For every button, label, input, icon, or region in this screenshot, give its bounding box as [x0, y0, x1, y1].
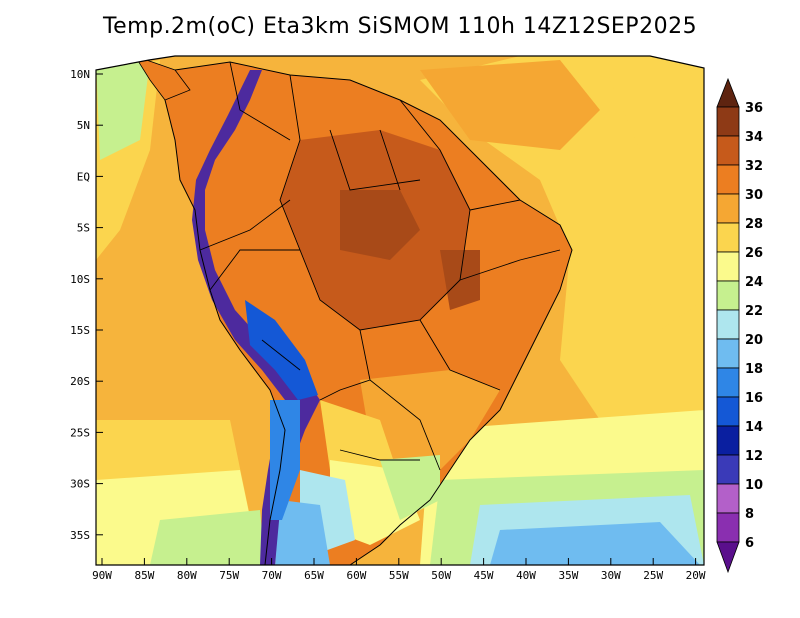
- lat-tick-label: 30S: [70, 478, 90, 491]
- colorbar-segment: [716, 512, 740, 543]
- south-atlantic-coldest: [490, 522, 700, 565]
- colorbar-top-triangle: [716, 77, 740, 108]
- lat-tick-label: 15S: [70, 324, 90, 337]
- lon-tick-label: 50W: [431, 569, 451, 582]
- amazon-hottest-zone: [340, 190, 420, 260]
- map-field: [96, 56, 704, 565]
- colorbar-segment: [716, 483, 740, 514]
- colorbar-label: 30: [745, 188, 763, 203]
- colorbar-segment: [716, 164, 740, 195]
- colorbar-label: 24: [745, 275, 763, 290]
- lat-tick-label: 35S: [70, 529, 90, 542]
- atlantic-warm-zone: [420, 60, 600, 150]
- pacific-south-cooler: [150, 510, 265, 565]
- country-borders: [199, 61, 561, 471]
- altiplano-zone: [245, 300, 318, 400]
- colorbar-segment: [716, 454, 740, 485]
- latitude-axis: 10N 5N EQ 5S 10S 15S 20S 25S 30S 35S: [70, 68, 103, 542]
- southern-cone-cold-zone: [275, 500, 330, 565]
- atlantic-mild-zone-2: [600, 56, 704, 330]
- lon-tick-label: 90W: [92, 569, 112, 582]
- colorbar-label: 36: [745, 101, 763, 116]
- lon-tick-label: 35W: [558, 569, 578, 582]
- colorbar-label: 16: [745, 391, 763, 406]
- colorbar-segment: [716, 135, 740, 166]
- colorbar-segment: [716, 309, 740, 340]
- colorbar-label: 18: [745, 362, 763, 377]
- colorbar-segment: [716, 193, 740, 224]
- colorbar-label: 26: [745, 246, 763, 261]
- colorbar-bottom-triangle: [716, 541, 740, 574]
- southeast-mild-zone: [360, 370, 500, 480]
- lat-tick-label: 10N: [70, 68, 90, 81]
- lon-tick-label: 20W: [686, 569, 706, 582]
- map-frame: [95, 55, 705, 566]
- colorbar-label: 32: [745, 159, 763, 174]
- colorbar-segment: [716, 396, 740, 427]
- lon-tick-label: 30W: [601, 569, 621, 582]
- lat-tick-label: EQ: [77, 170, 90, 183]
- colorbar-segment: [716, 280, 740, 311]
- longitude-axis: 90W 85W 80W 75W 70W 65W 60W 55W 50W 45W 40W 35W 30W 2…: [92, 558, 706, 582]
- colorbar-label: 8: [745, 507, 754, 522]
- colorbar-label: 12: [745, 449, 763, 464]
- lat-tick-label: 25S: [70, 426, 90, 439]
- colorbar-segment: [716, 425, 740, 456]
- atlantic-mild-zone: [420, 56, 704, 420]
- colorbar-segment: [716, 338, 740, 369]
- colorbar-label: 22: [745, 304, 763, 319]
- lon-tick-label: 80W: [177, 569, 197, 582]
- atlantic-coastline: [174, 61, 573, 565]
- lon-tick-label: 65W: [304, 569, 324, 582]
- colorbar-label: 28: [745, 217, 763, 232]
- lon-tick-label: 55W: [389, 569, 409, 582]
- lat-tick-label: 10S: [70, 273, 90, 286]
- colorbar-label: 20: [745, 333, 763, 348]
- lon-tick-label: 40W: [516, 569, 536, 582]
- colorbar-segment: [716, 106, 740, 137]
- central-america-land: [134, 56, 191, 101]
- colorbar-segment: [716, 222, 740, 253]
- andes-south-zone: [270, 400, 300, 520]
- colorbar-segment: [716, 367, 740, 398]
- lat-tick-label: 20S: [70, 375, 90, 388]
- colorbar-label: 10: [745, 478, 763, 493]
- lon-tick-label: 75W: [219, 569, 239, 582]
- lat-tick-label: 5S: [77, 222, 90, 235]
- map-title: Temp.2m(oC) Eta3km SiSMOM 110h 14Z12SEP2…: [102, 14, 698, 39]
- lon-tick-label: 85W: [134, 569, 154, 582]
- lon-tick-label: 45W: [474, 569, 494, 582]
- colorbar-label: 6: [745, 536, 754, 551]
- lon-tick-label: 25W: [643, 569, 663, 582]
- lon-tick-label: 70W: [262, 569, 282, 582]
- colorbar-label: 14: [745, 420, 763, 435]
- colorbar-label: 34: [745, 130, 763, 145]
- colorbar-segment: [716, 251, 740, 282]
- pacific-north-cool: [96, 60, 150, 160]
- lon-tick-label: 60W: [346, 569, 366, 582]
- lat-tick-label: 5N: [77, 119, 90, 132]
- colorbar: 36 34 32 30 28 26 24 22 20 18 16 14 12 10 8 6: [716, 77, 763, 574]
- pacific-coastline: [164, 69, 286, 565]
